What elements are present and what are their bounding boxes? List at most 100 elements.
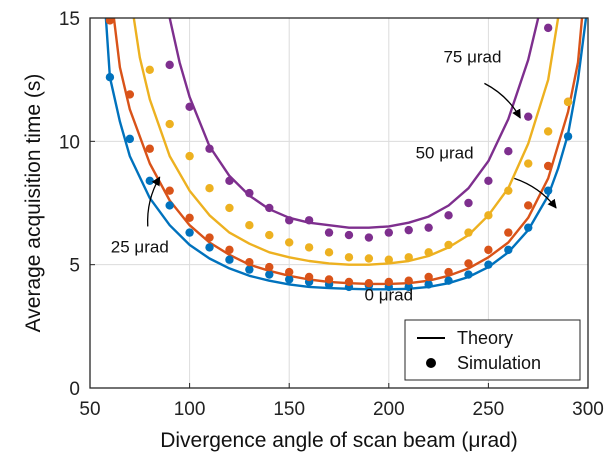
annotation-arrow-1 (146, 176, 161, 227)
sim-point-series-0 (464, 270, 473, 279)
sim-point-series-3 (165, 60, 174, 70)
sim-point-series-0 (265, 270, 274, 279)
sim-point-series-2 (444, 240, 453, 250)
sim-point-series-0 (105, 73, 115, 82)
sim-point-series-2 (543, 127, 553, 136)
sim-point-series-2 (145, 65, 154, 75)
sim-point-series-3 (324, 228, 334, 237)
y-tick-label: 10 (59, 132, 80, 153)
sim-point-series-2 (205, 184, 214, 193)
sim-point-series-1 (245, 258, 254, 267)
legend-simulation-swatch (426, 358, 436, 368)
x-tick-label: 50 (79, 399, 100, 420)
y-axis-label: Average acquisition time (s) (22, 74, 45, 333)
sim-point-series-3 (225, 176, 234, 185)
sim-point-series-0 (185, 228, 194, 237)
sim-point-series-2 (563, 97, 573, 107)
y-tick-label: 15 (59, 9, 80, 30)
annotation-arrow-2 (514, 177, 557, 209)
sim-point-series-0 (285, 275, 294, 284)
sim-point-series-0 (563, 132, 573, 141)
x-tick-label: 300 (572, 399, 604, 420)
sim-point-series-3 (344, 230, 354, 240)
sim-point-series-3 (205, 144, 214, 153)
sim-point-series-0 (524, 223, 533, 232)
sim-point-series-3 (304, 216, 314, 225)
sim-point-series-0 (165, 201, 174, 210)
series-label-3: 75 μrad (443, 47, 501, 66)
sim-point-series-3 (464, 198, 473, 208)
x-axis-label: Divergence angle of scan beam (μrad) (160, 429, 518, 452)
sim-point-series-1 (424, 272, 433, 282)
x-tick-label: 100 (174, 399, 206, 420)
sim-point-series-0 (543, 186, 553, 195)
sim-point-series-3 (285, 216, 294, 225)
sim-point-series-2 (304, 243, 314, 252)
sim-point-series-1 (484, 245, 493, 255)
sim-point-series-2 (404, 253, 413, 262)
sim-point-series-3 (504, 147, 513, 156)
simulation-points (105, 18, 573, 292)
sim-point-series-2 (484, 211, 493, 220)
x-tick-label: 150 (273, 399, 305, 420)
sim-point-series-1 (524, 201, 533, 210)
sim-point-series-1 (265, 262, 274, 272)
sim-point-series-1 (344, 277, 354, 287)
sim-point-series-2 (225, 203, 234, 213)
sim-point-series-1 (165, 186, 174, 195)
sim-point-series-3 (185, 102, 194, 112)
series-label-1: 25 μrad (111, 237, 169, 256)
sim-point-series-1 (225, 245, 234, 255)
sim-point-series-0 (424, 280, 433, 289)
sim-point-series-2 (504, 186, 513, 195)
sim-point-series-0 (504, 245, 513, 255)
sim-point-series-0 (404, 282, 413, 292)
series-label-2: 50 μrad (416, 144, 474, 163)
sim-point-series-1 (444, 267, 453, 277)
y-tick-label: 0 (69, 379, 80, 400)
sim-point-series-1 (543, 161, 553, 171)
sim-point-series-0 (125, 134, 135, 144)
legend-theory-label: Theory (457, 328, 513, 348)
sim-point-series-2 (364, 254, 374, 263)
sim-point-series-1 (125, 90, 135, 99)
sim-point-series-1 (324, 275, 334, 284)
sim-point-series-0 (225, 255, 234, 264)
sim-point-series-3 (424, 223, 433, 232)
sim-point-series-3 (404, 225, 413, 235)
sim-point-series-0 (245, 265, 254, 274)
sim-point-series-3 (484, 176, 493, 185)
sim-point-series-3 (524, 112, 533, 121)
sim-point-series-2 (265, 230, 274, 240)
sim-point-series-1 (185, 213, 194, 222)
sim-point-series-1 (404, 276, 413, 285)
x-tick-label: 250 (473, 399, 505, 420)
sim-point-series-2 (285, 238, 294, 247)
series-annotations: 0 μrad 25 μrad 50 μrad 75 μrad (111, 47, 557, 304)
axis-ticks: 50 100 150 200 250 300 0 5 10 15 (59, 9, 604, 420)
annotation-arrow-3 (484, 82, 521, 119)
x-tick-label: 200 (373, 399, 405, 420)
sim-point-series-1 (304, 272, 314, 282)
sim-point-series-3 (384, 228, 393, 237)
sim-point-series-2 (324, 248, 334, 257)
sim-point-series-2 (245, 221, 254, 230)
theory-line-series-3 (168, 18, 540, 229)
series-label-0: 0 μrad (365, 285, 414, 304)
sim-point-series-3 (245, 188, 254, 198)
sim-point-series-2 (165, 119, 174, 129)
sim-point-series-1 (205, 233, 214, 242)
sim-point-series-2 (524, 159, 533, 168)
sim-point-series-0 (205, 243, 214, 252)
legend: Theory Simulation (404, 319, 581, 381)
sim-point-series-1 (504, 228, 513, 237)
legend-box (404, 319, 581, 381)
theory-line-series-2 (132, 18, 560, 266)
sim-point-series-0 (444, 276, 453, 285)
sim-point-series-1 (285, 267, 294, 277)
sim-point-series-2 (464, 228, 473, 237)
sim-point-series-1 (464, 259, 473, 268)
sim-point-series-3 (543, 23, 553, 33)
sim-point-series-3 (265, 203, 274, 213)
